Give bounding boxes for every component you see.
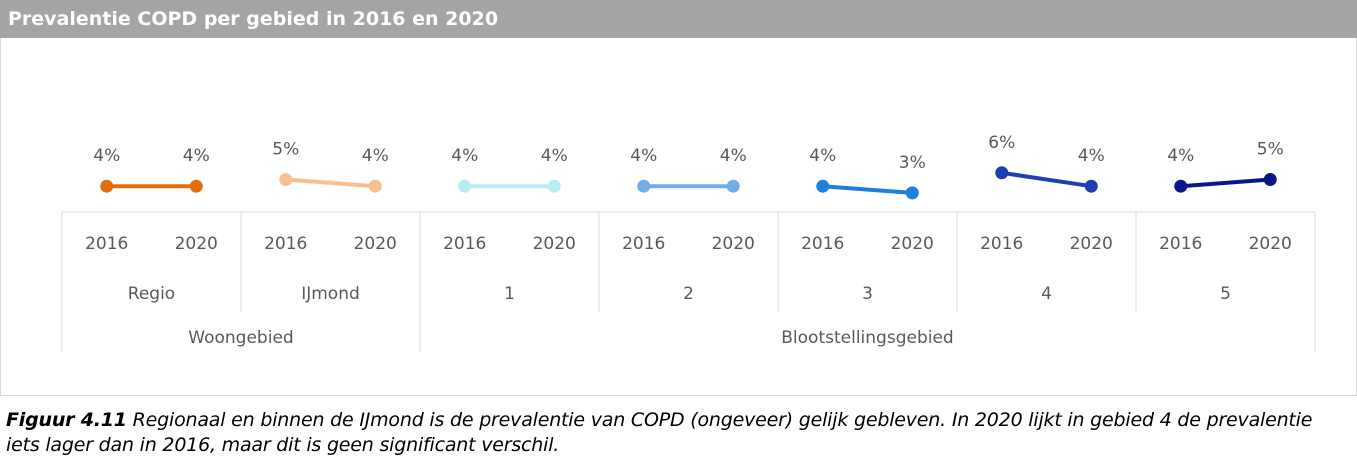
group-label: 2 [683, 284, 694, 304]
data-label: 4% [93, 146, 120, 166]
x-tick-label: 2016 [980, 234, 1023, 254]
chart: 2016 2020 4% 4% Regio 2016 2020 5% 4% IJmond Woong… [61, 133, 1316, 352]
x-tick-label: 2020 [712, 234, 755, 254]
data-label: 4% [1078, 146, 1105, 166]
data-point [726, 179, 740, 193]
data-point [1263, 173, 1277, 186]
data-point [458, 179, 472, 193]
x-tick-label: 2020 [1249, 234, 1292, 254]
data-label: 5% [1257, 140, 1284, 160]
x-tick-label: 2020 [533, 234, 576, 254]
group-label: 4 [1041, 284, 1052, 304]
data-label: 4% [809, 146, 836, 166]
series-line [1180, 177, 1271, 189]
data-point [100, 179, 114, 193]
data-label: 4% [362, 146, 389, 166]
group-label: 1 [504, 284, 515, 304]
data-label: 4% [541, 146, 568, 166]
data-point [279, 173, 293, 186]
data-label: 6% [988, 133, 1015, 153]
super-group-label: Blootstellingsgebied [781, 328, 953, 348]
x-tick-label: 2016 [264, 234, 307, 254]
data-label: 4% [451, 146, 478, 166]
data-label: 4% [720, 146, 747, 166]
data-point [905, 186, 919, 200]
group-label: IJmond [301, 284, 360, 304]
series-line [822, 184, 913, 195]
x-tick-label: 2020 [1070, 234, 1113, 254]
group-label: 3 [862, 284, 873, 304]
series-line [1001, 170, 1092, 189]
caption-label: Figuur 4.11 [6, 409, 127, 431]
x-tick-label: 2016 [85, 234, 128, 254]
data-point [1174, 179, 1188, 193]
x-tick-label: 2016 [801, 234, 844, 254]
group-label: 5 [1220, 284, 1231, 304]
caption: Figuur 4.11 Regionaal en binnen de IJmon… [6, 408, 1351, 458]
data-point [995, 166, 1009, 180]
data-label: 4% [630, 146, 657, 166]
data-point [1084, 179, 1098, 193]
chart-title: Prevalentie COPD per gebied in 2016 en 2… [0, 0, 1357, 38]
data-point [547, 179, 561, 193]
data-label: 4% [183, 146, 210, 166]
data-point [816, 179, 830, 193]
data-label: 4% [1167, 146, 1194, 166]
data-point [189, 179, 203, 193]
x-tick-label: 2020 [354, 234, 397, 254]
caption-text: Regionaal en binnen de IJmond is de prev… [6, 409, 1313, 456]
x-tick-label: 2020 [891, 234, 934, 254]
x-tick-label: 2016 [622, 234, 665, 254]
x-tick-label: 2016 [443, 234, 486, 254]
data-point [368, 179, 382, 193]
data-label: 3% [899, 153, 926, 173]
data-label: 5% [272, 140, 299, 160]
x-tick-label: 2020 [175, 234, 218, 254]
series-line [285, 177, 376, 189]
group-label: Regio [128, 284, 175, 304]
super-group-label: Woongebied [188, 328, 293, 348]
data-point [637, 179, 651, 193]
x-tick-label: 2016 [1159, 234, 1202, 254]
